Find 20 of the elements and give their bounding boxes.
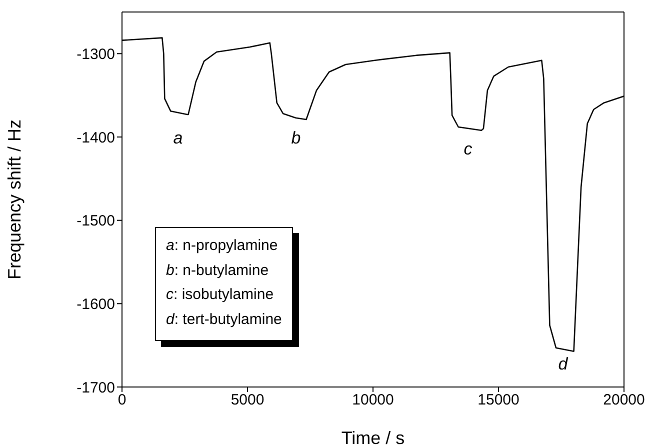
y-tick-label: -1700 <box>76 379 115 396</box>
annotation: b <box>291 128 301 148</box>
y-tick-label: -1300 <box>76 46 115 63</box>
x-tick-label: 20000 <box>603 392 645 409</box>
annotation: d: tert-butylamine <box>166 310 282 330</box>
x-tick-label: 0 <box>118 392 126 409</box>
x-axis-title: Time / s <box>341 428 405 446</box>
x-tick-label: 15000 <box>478 392 520 409</box>
annotation: b: n-butylamine <box>166 260 270 280</box>
x-tick-label: 5000 <box>230 392 264 409</box>
y-tick-label: -1400 <box>76 129 115 146</box>
annotation: d <box>558 354 568 374</box>
annotation: a <box>173 128 183 148</box>
annotation: a: n-propylamine <box>166 236 279 256</box>
x-tick-label: 10000 <box>352 392 394 409</box>
y-axis-title: Frequency shift / Hz <box>4 119 24 280</box>
y-tick-label: -1600 <box>76 296 115 313</box>
annotation: c: isobutylamine <box>166 285 275 305</box>
annotation: c <box>464 140 472 158</box>
y-tick-label: -1500 <box>76 212 115 230</box>
